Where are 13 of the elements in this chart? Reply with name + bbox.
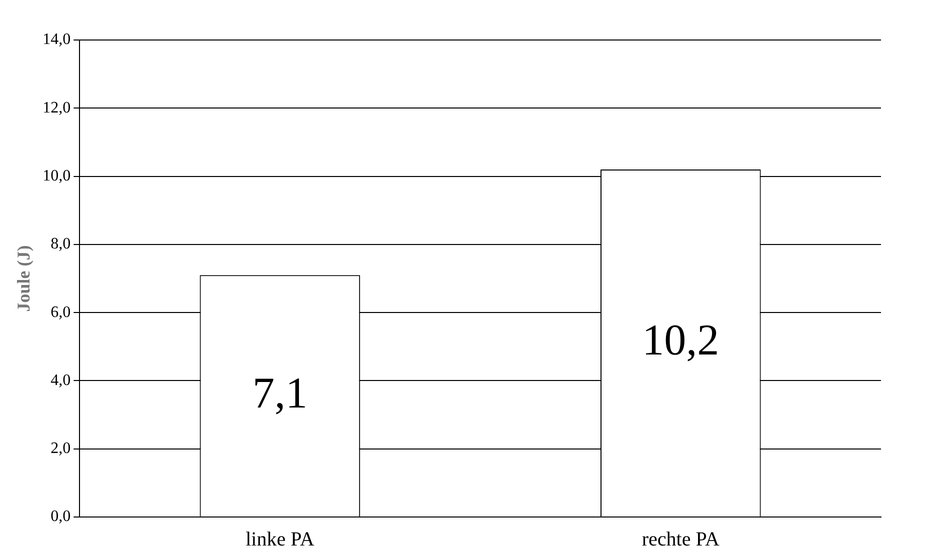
y-tick-label: 8,0 bbox=[50, 236, 71, 253]
data-label: 10,2 bbox=[642, 316, 720, 365]
y-tick-label: 6,0 bbox=[50, 304, 71, 321]
y-tick-label: 2,0 bbox=[50, 440, 71, 458]
y-axis-title: Joule (J) bbox=[13, 245, 34, 312]
y-tick-label: 10,0 bbox=[42, 167, 71, 184]
y-tick-label: 14,0 bbox=[42, 31, 71, 48]
y-tick-label: 4,0 bbox=[50, 372, 71, 389]
y-tick-label: 12,0 bbox=[42, 99, 71, 116]
data-label: 7,1 bbox=[252, 368, 308, 418]
x-tick-label: linke PA bbox=[246, 528, 315, 550]
x-tick-label: rechte PA bbox=[642, 528, 720, 550]
y-tick-label: 0,0 bbox=[50, 508, 71, 526]
